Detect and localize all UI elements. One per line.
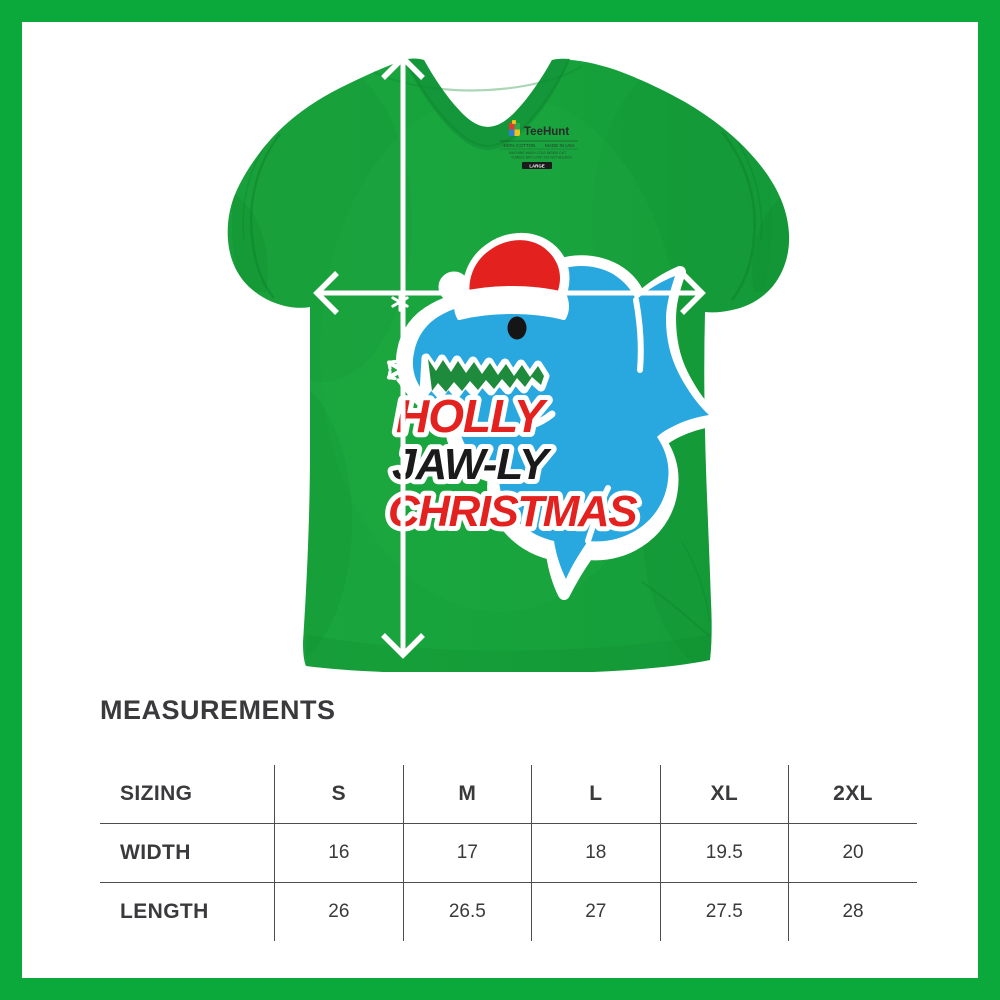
neck-label: TeeHunt 100% COTTON MADE IN USA MACHINE …	[500, 120, 578, 169]
santa-hat-pompom	[438, 271, 470, 303]
header-cell-m: M	[403, 765, 533, 824]
svg-text:LARGE: LARGE	[529, 164, 544, 169]
width-value-2xl: 20	[788, 823, 917, 883]
slogan-line-1-outline: HOLLY	[396, 390, 549, 442]
measurements-title: MEASUREMENTS	[100, 695, 336, 725]
shark-illustration	[396, 255, 722, 600]
design-slogan: HOLLY HOLLY JAW-LY JAW-LY CHRISTMAS CHRI…	[383, 385, 644, 541]
length-value-m: 26.5	[403, 882, 533, 941]
measurements-section: MEASUREMENTS SIZING S M L XL 2XL WIDTH 1…	[22, 672, 978, 978]
row-label-width: WIDTH	[100, 823, 276, 883]
santa-hat-brim	[454, 286, 569, 320]
svg-text:MADE IN USA: MADE IN USA	[545, 143, 576, 148]
length-value-s: 26	[274, 882, 404, 941]
tshirt-illustration: TeeHunt 100% COTTON MADE IN USA MACHINE …	[227, 58, 790, 672]
slogan-line-3-outline: CHRISTMAS	[388, 487, 637, 536]
svg-text:MACHINE WASH COLD INSIDE OUT: MACHINE WASH COLD INSIDE OUT	[509, 151, 566, 155]
shark-eye	[507, 316, 527, 340]
width-value-l: 18	[531, 823, 661, 883]
header-cell-s: S	[274, 765, 404, 824]
header-cell-xl: XL	[660, 765, 790, 824]
slogan-line-1: HOLLY	[396, 390, 549, 442]
santa-hat-body	[469, 240, 560, 299]
svg-text:TUMBLE DRY LOW / DO NOT BLEACH: TUMBLE DRY LOW / DO NOT BLEACH	[511, 156, 572, 160]
frame-border-right	[978, 0, 1000, 1000]
header-cell-l: L	[531, 765, 661, 824]
shirt-graphic-design: HOLLY HOLLY JAW-LY JAW-LY CHRISTMAS CHRI…	[383, 232, 722, 600]
width-value-s: 16	[274, 823, 404, 883]
width-value-m: 17	[403, 823, 533, 883]
header-cell-sizing: SIZING	[100, 765, 276, 824]
header-cell-2xl: 2XL	[833, 782, 873, 805]
shark-teeth	[428, 359, 544, 392]
product-photo-area: TeeHunt 100% COTTON MADE IN USA MACHINE …	[22, 22, 978, 672]
slogan-line-3: CHRISTMAS	[388, 487, 637, 536]
frame-border-left	[0, 0, 22, 1000]
row-label-length: LENGTH	[100, 882, 276, 941]
slogan-line-2-outline: JAW-LY	[392, 440, 552, 489]
frame-border-top	[0, 0, 1000, 22]
table-header-row: SIZING S M L XL 2XL	[100, 765, 917, 824]
frame-border-bottom	[0, 978, 1000, 1000]
table-row: WIDTH 16 17 18 19.5 20	[100, 823, 917, 883]
length-value-l: 27	[531, 882, 661, 941]
length-value-2xl: 28	[788, 882, 917, 941]
table-row: LENGTH 26 26.5 27 27.5 28	[100, 882, 917, 941]
slogan-line-2: JAW-LY	[392, 440, 552, 489]
size-table: SIZING S M L XL 2XL WIDTH 16 17 18 19.5 …	[100, 765, 917, 941]
width-value-xl: 19.5	[660, 823, 790, 883]
length-value-xl: 27.5	[660, 882, 790, 941]
svg-text:100% COTTON: 100% COTTON	[503, 143, 535, 148]
svg-text:TeeHunt: TeeHunt	[524, 126, 569, 138]
